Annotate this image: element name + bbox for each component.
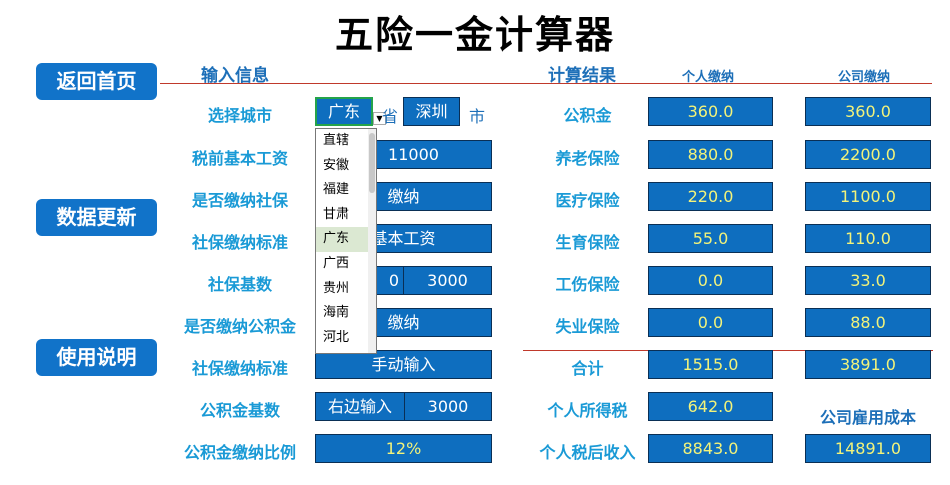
home-button[interactable]: 返回首页 — [36, 63, 157, 100]
city-label: 选择城市 — [207, 106, 272, 125]
city-select[interactable]: 深圳 — [403, 97, 460, 126]
fund-ratio-label: 公积金缴纳比例 — [183, 443, 296, 462]
header-divider — [160, 83, 932, 84]
social-base-mode[interactable]: 0 — [316, 267, 404, 294]
fund-base-label: 公积金基数 — [199, 401, 280, 420]
company-cost-label: 公司雇用成本 — [819, 408, 916, 427]
input-section-title: 输入信息 — [201, 66, 269, 86]
dropdown-item[interactable]: 海南 — [323, 305, 350, 321]
result-company-value: 1100.0 — [805, 182, 931, 211]
social-standard-label: 社保缴纳标准 — [191, 233, 288, 252]
result-personal-value: 880.0 — [648, 140, 773, 169]
salary-label: 税前基本工资 — [191, 149, 288, 168]
fund-ratio-input[interactable]: 12% — [315, 434, 492, 463]
dropdown-item[interactable]: 河北 — [323, 329, 350, 345]
province-dropdown-list: 直辖 安徽 福建 甘肃 广东 广西 贵州 海南 河北 — [315, 128, 377, 354]
result-section-title: 计算结果 — [548, 66, 616, 86]
dropdown-item-selected[interactable]: 广东 — [316, 227, 368, 252]
province-unit: 省 — [382, 107, 399, 126]
result-company-value: 2200.0 — [805, 140, 931, 169]
data-update-button[interactable]: 数据更新 — [36, 199, 157, 236]
social-base-input[interactable]: 3000 — [427, 271, 468, 290]
dropdown-item[interactable]: 安徽 — [323, 157, 350, 173]
social-pay-label: 是否缴纳社保 — [191, 191, 288, 210]
result-personal-value: 360.0 — [648, 97, 773, 126]
salary-value: 11000 — [388, 145, 439, 164]
result-label: 医疗保险 — [555, 191, 620, 210]
tax-value: 642.0 — [648, 392, 773, 421]
total-personal-value: 1515.0 — [648, 350, 773, 379]
result-company-value: 110.0 — [805, 224, 931, 253]
result-label: 生育保险 — [555, 233, 620, 252]
personal-column-header: 个人缴纳 — [682, 70, 735, 85]
result-company-value: 33.0 — [805, 266, 931, 295]
fund-base-mode[interactable]: 右边输入 — [316, 393, 405, 420]
company-cost-value: 14891.0 — [805, 434, 931, 463]
result-personal-value: 55.0 — [648, 224, 773, 253]
dropdown-item[interactable]: 直辖 — [323, 133, 350, 148]
result-company-value: 88.0 — [805, 308, 931, 337]
result-personal-value: 0.0 — [648, 266, 773, 295]
dropdown-item[interactable]: 广西 — [323, 255, 350, 271]
tax-label: 个人所得税 — [547, 401, 628, 420]
fund-standard-select[interactable]: 手动输入 — [315, 350, 492, 379]
result-label: 公积金 — [563, 106, 612, 125]
result-company-value: 360.0 — [805, 97, 931, 126]
fund-pay-label: 是否缴纳公积金 — [183, 317, 296, 336]
net-income-label: 个人税后收入 — [539, 443, 636, 462]
company-column-header: 公司缴纳 — [838, 70, 891, 85]
city-unit: 市 — [469, 107, 486, 126]
dropdown-item[interactable]: 甘肃 — [323, 206, 350, 222]
total-company-value: 3891.0 — [805, 350, 931, 379]
fund-base-input[interactable]: 3000 — [427, 397, 469, 416]
result-personal-value: 0.0 — [648, 308, 773, 337]
province-select[interactable]: 广东 — [315, 97, 373, 126]
fund-standard-label: 社保缴纳标准 — [191, 359, 288, 378]
dropdown-scrollbar[interactable] — [368, 129, 376, 353]
result-label: 养老保险 — [555, 149, 620, 168]
total-label: 合计 — [571, 359, 604, 378]
page-title: 五险一金计算器 — [334, 13, 615, 57]
social-base-label: 社保基数 — [207, 275, 272, 294]
dropdown-item[interactable]: 贵州 — [323, 280, 350, 296]
dropdown-item[interactable]: 福建 — [323, 182, 350, 198]
dropdown-arrow-icon[interactable]: ▼ — [373, 112, 386, 125]
dropdown-scroll-thumb[interactable] — [369, 133, 375, 193]
fund-base-field: 右边输入 3000 — [315, 392, 492, 421]
net-income-value: 8843.0 — [648, 434, 773, 463]
help-button[interactable]: 使用说明 — [36, 339, 157, 376]
result-personal-value: 220.0 — [648, 182, 773, 211]
result-label: 工伤保险 — [555, 275, 620, 294]
result-label: 失业保险 — [555, 317, 620, 336]
